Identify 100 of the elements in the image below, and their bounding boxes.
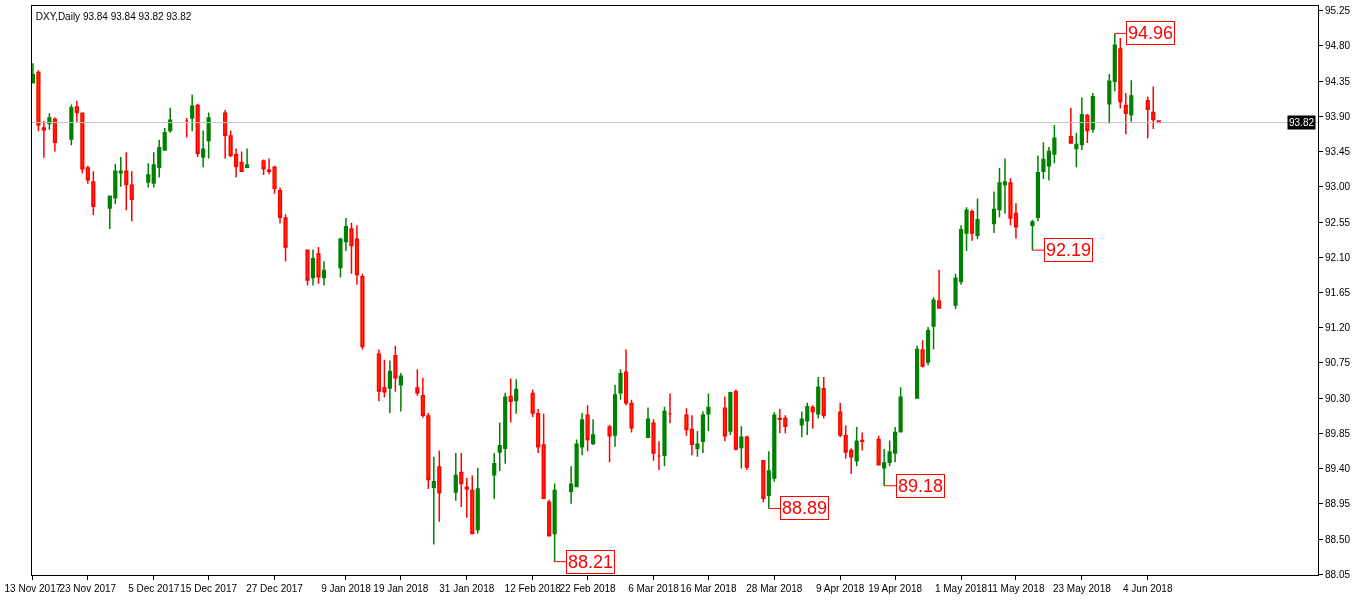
candlestick	[728, 391, 733, 436]
candlestick	[541, 413, 546, 500]
chart-title: DXY,Daily 93.84 93.84 93.82 93.82	[35, 10, 192, 22]
candlestick	[316, 246, 321, 285]
candlestick	[1068, 107, 1073, 144]
candlestick	[162, 127, 167, 152]
candlestick	[744, 434, 749, 471]
candlestick	[1112, 32, 1117, 93]
x-tick-label: 12 Feb 2018	[504, 583, 562, 594]
candlestick	[69, 103, 74, 147]
candlestick	[36, 69, 41, 132]
candlestick	[393, 344, 398, 393]
y-tick-label: 92.55	[1325, 216, 1351, 228]
y-tick-label: 94.80	[1325, 40, 1351, 52]
candlestick	[459, 452, 464, 508]
candlestick	[124, 151, 129, 212]
candlestick	[223, 109, 228, 160]
candlestick	[920, 339, 925, 369]
candlestick	[261, 158, 266, 176]
candlestick	[91, 170, 96, 216]
candlestick	[552, 482, 557, 563]
candlestick	[722, 395, 727, 442]
x-tick-label: 1 May 2018	[934, 583, 988, 594]
y-tick-label: 92.10	[1325, 251, 1351, 263]
candlestick	[1085, 113, 1090, 144]
annotation: 94.96	[1128, 23, 1174, 43]
annotation: 88.21	[568, 552, 614, 572]
x-tick-label: 23 May 2018	[1052, 583, 1112, 594]
candlestick	[464, 477, 469, 519]
candlestick	[656, 440, 662, 471]
y-tick-label: 89.40	[1325, 463, 1351, 475]
x-tick-label: 22 Feb 2018	[559, 583, 617, 594]
candlestick	[761, 459, 766, 503]
candlestick	[52, 116, 57, 153]
candlestick	[936, 269, 942, 309]
y-tick-label: 91.20	[1325, 322, 1351, 334]
candlestick	[453, 452, 458, 502]
candlestick	[569, 465, 574, 505]
candlestick	[431, 456, 436, 546]
candlestick	[118, 156, 123, 188]
x-tick-label: 23 Nov 2017	[59, 583, 117, 594]
x-tick-label: 19 Jan 2018	[373, 583, 429, 594]
y-tick-label: 91.65	[1325, 286, 1351, 298]
y-tick-label: 93.90	[1325, 110, 1351, 122]
candlestick	[1074, 132, 1079, 168]
candlestick	[1107, 73, 1112, 125]
y-tick-label: 88.05	[1325, 568, 1351, 580]
annotation: 92.19	[1046, 240, 1092, 260]
candlestick	[854, 426, 859, 467]
candlestick	[398, 372, 403, 413]
annotation: 89.18	[898, 476, 944, 496]
candlestick	[585, 404, 590, 453]
y-tick-label: 94.35	[1325, 75, 1351, 87]
candlestick	[1151, 85, 1156, 130]
x-tick-label: 9 Jan 2018	[321, 583, 372, 594]
candlestick	[190, 93, 195, 132]
candlestick	[321, 260, 327, 287]
x-tick-label: 11 May 2018	[987, 583, 1045, 594]
y-tick-label: 88.50	[1325, 533, 1351, 545]
candlestick	[651, 418, 656, 462]
x-tick-label: 27 Dec 2017	[246, 583, 304, 594]
x-tick-label: 9 Apr 2018	[816, 583, 865, 594]
candlestick	[129, 170, 134, 222]
candlestick	[618, 368, 623, 401]
candlestick	[1123, 92, 1128, 136]
candlestick	[882, 448, 887, 487]
candlestick	[85, 164, 90, 185]
candlestick	[739, 425, 744, 470]
candlestick	[168, 107, 173, 134]
candlestick	[700, 410, 706, 454]
candlestick	[360, 272, 365, 351]
candlestick	[975, 197, 980, 240]
candlestick	[1090, 92, 1095, 134]
candlestick	[387, 359, 392, 414]
candlestick	[547, 499, 552, 537]
annotation: 88.89	[782, 498, 828, 518]
candlestick	[860, 431, 865, 452]
y-tick-label: 95.25	[1325, 5, 1351, 17]
candlestick	[475, 467, 480, 535]
candlestick	[1035, 154, 1041, 222]
y-tick-label: 88.95	[1325, 498, 1351, 510]
x-tick-label: 13 Nov 2017	[4, 583, 62, 594]
candlestick	[245, 147, 250, 168]
ref-line-label: 93.82	[1289, 117, 1315, 128]
y-tick-label: 93.00	[1325, 181, 1351, 193]
candlestick	[667, 392, 673, 424]
candlestick	[969, 208, 975, 242]
candlestick	[514, 378, 519, 415]
candlestick	[470, 474, 475, 535]
x-tick-label: 19 Apr 2018	[868, 583, 923, 594]
candlestick	[1129, 79, 1134, 123]
candlestick	[612, 384, 618, 448]
candlestick	[195, 103, 200, 158]
candlestick	[492, 452, 497, 500]
candlestick	[931, 296, 936, 351]
candlestick	[838, 402, 843, 438]
candlestick	[925, 326, 931, 366]
candlestick	[816, 376, 821, 420]
y-tick-label: 93.45	[1325, 146, 1351, 158]
candlestick	[645, 406, 651, 438]
